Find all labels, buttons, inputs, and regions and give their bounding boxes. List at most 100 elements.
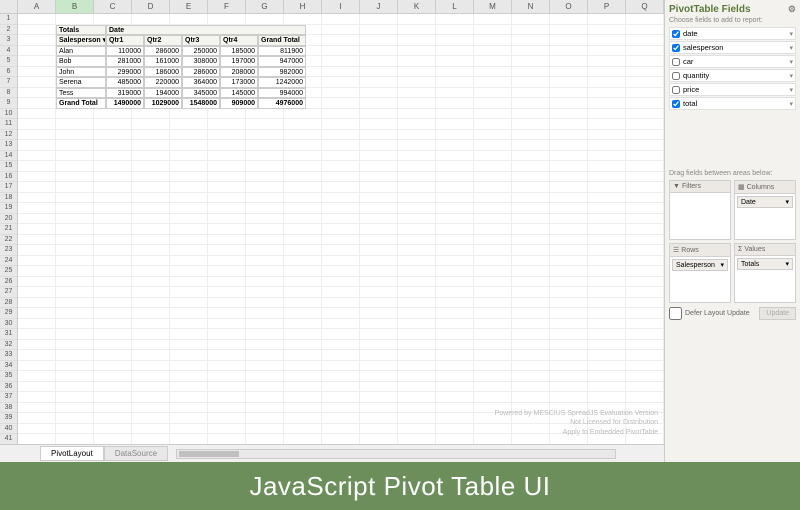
chevron-down-icon[interactable]: ▾ xyxy=(789,72,793,80)
field-item-quantity[interactable]: quantity▾ xyxy=(669,69,796,82)
panel-subtitle: Choose fields to add to report: xyxy=(669,17,796,24)
row-header[interactable]: 28 xyxy=(0,298,17,309)
row-header[interactable]: 19 xyxy=(0,203,17,214)
tab-pivotlayout[interactable]: PivotLayout xyxy=(40,446,104,461)
col-header-O[interactable]: O xyxy=(550,0,588,13)
area-pill[interactable]: Salesperson▾ xyxy=(672,259,728,271)
col-header-H[interactable]: H xyxy=(284,0,322,13)
col-header-E[interactable]: E xyxy=(170,0,208,13)
field-checkbox[interactable] xyxy=(672,100,680,108)
col-header-G[interactable]: G xyxy=(246,0,284,13)
row-header[interactable]: 26 xyxy=(0,277,17,288)
cells-grid[interactable]: TotalsDateSalesperson ▾Qtr1Qtr2Qtr3Qtr4G… xyxy=(18,14,664,444)
col-header-Q[interactable]: Q xyxy=(626,0,664,13)
pivot-cell: Qtr4 xyxy=(220,35,258,46)
row-header[interactable]: 15 xyxy=(0,161,17,172)
row-header[interactable]: 31 xyxy=(0,329,17,340)
field-checkbox[interactable] xyxy=(672,58,680,66)
field-item-salesperson[interactable]: salesperson▾ xyxy=(669,41,796,54)
field-item-car[interactable]: car▾ xyxy=(669,55,796,68)
row-header[interactable]: 3 xyxy=(0,35,17,46)
row-header[interactable]: 2 xyxy=(0,25,17,36)
row-header[interactable]: 34 xyxy=(0,361,17,372)
col-header-C[interactable]: C xyxy=(94,0,132,13)
row-header[interactable]: 11 xyxy=(0,119,17,130)
row-header[interactable]: 20 xyxy=(0,214,17,225)
select-all-corner[interactable] xyxy=(0,0,18,13)
field-item-total[interactable]: total▾ xyxy=(669,97,796,110)
chevron-down-icon[interactable]: ▾ xyxy=(789,44,793,52)
col-header-M[interactable]: M xyxy=(474,0,512,13)
field-checkbox[interactable] xyxy=(672,72,680,80)
pivot-cell: 4976000 xyxy=(258,98,306,109)
row-header[interactable]: 10 xyxy=(0,109,17,120)
update-button[interactable]: Update xyxy=(759,307,796,320)
row-header[interactable]: 14 xyxy=(0,151,17,162)
area-values[interactable]: ΣValues Totals▾ xyxy=(734,243,796,303)
col-header-D[interactable]: D xyxy=(132,0,170,13)
chevron-down-icon[interactable]: ▾ xyxy=(789,58,793,66)
row-header[interactable]: 18 xyxy=(0,193,17,204)
col-header-P[interactable]: P xyxy=(588,0,626,13)
field-checkbox[interactable] xyxy=(672,44,680,52)
horizontal-scrollbar[interactable] xyxy=(176,449,616,459)
field-item-date[interactable]: date▾ xyxy=(669,27,796,40)
area-filters[interactable]: ▼Filters xyxy=(669,180,731,240)
row-header[interactable]: 41 xyxy=(0,434,17,444)
row-header[interactable]: 21 xyxy=(0,224,17,235)
defer-checkbox[interactable] xyxy=(669,307,682,320)
tab-datasource[interactable]: DataSource xyxy=(104,446,168,461)
chevron-down-icon[interactable]: ▾ xyxy=(789,30,793,38)
row-header[interactable]: 12 xyxy=(0,130,17,141)
row-header[interactable]: 4 xyxy=(0,46,17,57)
row-header[interactable]: 33 xyxy=(0,350,17,361)
gear-icon[interactable]: ⚙ xyxy=(788,4,796,15)
col-header-I[interactable]: I xyxy=(322,0,360,13)
row-header[interactable]: 5 xyxy=(0,56,17,67)
area-rows[interactable]: ☰Rows Salesperson▾ xyxy=(669,243,731,303)
row-header[interactable]: 40 xyxy=(0,424,17,435)
row-header[interactable]: 8 xyxy=(0,88,17,99)
field-checkbox[interactable] xyxy=(672,86,680,94)
chevron-down-icon[interactable]: ▾ xyxy=(789,100,793,108)
pivot-cell: 197000 xyxy=(220,56,258,67)
row-header[interactable]: 37 xyxy=(0,392,17,403)
row-header[interactable]: 1 xyxy=(0,14,17,25)
pivot-cell: 250000 xyxy=(182,46,220,57)
row-header[interactable]: 38 xyxy=(0,403,17,414)
pivot-cell: 485000 xyxy=(106,77,144,88)
row-header[interactable]: 22 xyxy=(0,235,17,246)
pivot-cell: 308000 xyxy=(182,56,220,67)
area-pill[interactable]: Totals▾ xyxy=(737,258,793,270)
col-header-B[interactable]: B xyxy=(56,0,94,13)
row-header[interactable]: 9 xyxy=(0,98,17,109)
row-header[interactable]: 25 xyxy=(0,266,17,277)
area-columns[interactable]: ▦Columns Date▾ xyxy=(734,180,796,240)
row-header[interactable]: 16 xyxy=(0,172,17,183)
col-header-L[interactable]: L xyxy=(436,0,474,13)
col-header-K[interactable]: K xyxy=(398,0,436,13)
area-pill[interactable]: Date▾ xyxy=(737,196,793,208)
row-header[interactable]: 23 xyxy=(0,245,17,256)
row-header[interactable]: 7 xyxy=(0,77,17,88)
col-header-J[interactable]: J xyxy=(360,0,398,13)
row-header[interactable]: 36 xyxy=(0,382,17,393)
pivot-cell: Bob xyxy=(56,56,106,67)
field-item-price[interactable]: price▾ xyxy=(669,83,796,96)
col-header-A[interactable]: A xyxy=(18,0,56,13)
row-header[interactable]: 30 xyxy=(0,319,17,330)
pivot-cell: Serena xyxy=(56,77,106,88)
row-header[interactable]: 13 xyxy=(0,140,17,151)
row-header[interactable]: 17 xyxy=(0,182,17,193)
row-header[interactable]: 24 xyxy=(0,256,17,267)
col-header-F[interactable]: F xyxy=(208,0,246,13)
row-header[interactable]: 27 xyxy=(0,287,17,298)
col-header-N[interactable]: N xyxy=(512,0,550,13)
chevron-down-icon[interactable]: ▾ xyxy=(789,86,793,94)
row-header[interactable]: 32 xyxy=(0,340,17,351)
row-header[interactable]: 29 xyxy=(0,308,17,319)
field-checkbox[interactable] xyxy=(672,30,680,38)
row-header[interactable]: 6 xyxy=(0,67,17,78)
row-header[interactable]: 35 xyxy=(0,371,17,382)
row-header[interactable]: 39 xyxy=(0,413,17,424)
